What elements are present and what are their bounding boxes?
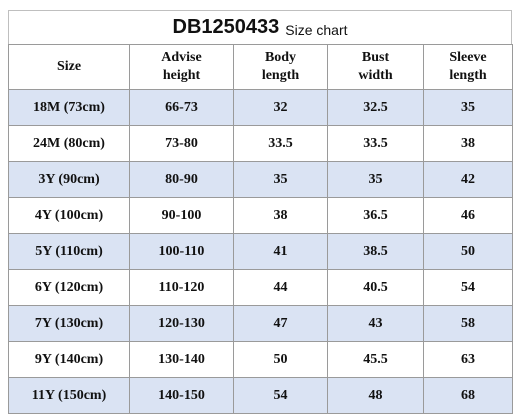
cell-bust-width: 33.5 [327,125,424,162]
cell-bust-width: 48 [327,377,424,414]
table-row: 18M (73cm) 66-73 32 32.5 35 [8,89,513,126]
cell-advise-height: 80-90 [129,161,234,198]
cell-advise-height: 100-110 [129,233,234,270]
chart-subtitle: Size chart [285,21,348,38]
cell-sleeve-length: 54 [423,269,513,306]
cell-size: 18M (73cm) [8,89,130,126]
cell-size: 6Y (120cm) [8,269,130,306]
cell-sleeve-length: 46 [423,197,513,234]
table-row: 5Y (110cm) 100-110 41 38.5 50 [8,233,513,270]
cell-sleeve-length: 38 [423,125,513,162]
cell-body-length: 35 [233,161,328,198]
cell-size: 11Y (150cm) [8,377,130,414]
table-row: 4Y (100cm) 90-100 38 36.5 46 [8,197,513,234]
cell-bust-width: 35 [327,161,424,198]
cell-sleeve-length: 63 [423,341,513,378]
cell-sleeve-length: 68 [423,377,513,414]
cell-advise-height: 90-100 [129,197,234,234]
cell-size: 24M (80cm) [8,125,130,162]
cell-bust-width: 32.5 [327,89,424,126]
size-chart: DB1250433 Size chart Size Advise height B… [8,10,513,414]
cell-advise-height: 73-80 [129,125,234,162]
header-advise-height: Advise height [129,44,234,90]
cell-size: 3Y (90cm) [8,161,130,198]
cell-body-length: 41 [233,233,328,270]
header-body-length: Body length [233,44,328,90]
cell-bust-width: 43 [327,305,424,342]
cell-sleeve-length: 58 [423,305,513,342]
cell-body-length: 47 [233,305,328,342]
cell-bust-width: 40.5 [327,269,424,306]
table-row: 6Y (120cm) 110-120 44 40.5 54 [8,269,513,306]
cell-body-length: 50 [233,341,328,378]
product-code: DB1250433 [172,16,280,38]
table-row: 7Y (130cm) 120-130 47 43 58 [8,305,513,342]
cell-body-length: 54 [233,377,328,414]
cell-sleeve-length: 35 [423,89,513,126]
cell-size: 4Y (100cm) [8,197,130,234]
cell-bust-width: 36.5 [327,197,424,234]
cell-advise-height: 130-140 [129,341,234,378]
cell-body-length: 44 [233,269,328,306]
cell-sleeve-length: 42 [423,161,513,198]
header-row: Size Advise height Body length Bust width S… [8,44,513,90]
cell-bust-width: 45.5 [327,341,424,378]
table-row: 11Y (150cm) 140-150 54 48 68 [8,377,513,414]
cell-advise-height: 66-73 [129,89,234,126]
cell-body-length: 38 [233,197,328,234]
cell-advise-height: 140-150 [129,377,234,414]
table-row: 9Y (140cm) 130-140 50 45.5 63 [8,341,513,378]
header-bust-width: Bust width [327,44,424,90]
cell-advise-height: 120-130 [129,305,234,342]
header-sleeve-length: Sleeve length [423,44,513,90]
cell-size: 9Y (140cm) [8,341,130,378]
chart-title: DB1250433 Size chart [8,10,512,44]
cell-advise-height: 110-120 [129,269,234,306]
size-table: Size Advise height Body length Bust width S… [8,44,513,414]
header-size: Size [8,44,130,90]
cell-sleeve-length: 50 [423,233,513,270]
cell-size: 5Y (110cm) [8,233,130,270]
cell-body-length: 32 [233,89,328,126]
cell-bust-width: 38.5 [327,233,424,270]
cell-size: 7Y (130cm) [8,305,130,342]
cell-body-length: 33.5 [233,125,328,162]
table-row: 24M (80cm) 73-80 33.5 33.5 38 [8,125,513,162]
table-row: 3Y (90cm) 80-90 35 35 42 [8,161,513,198]
